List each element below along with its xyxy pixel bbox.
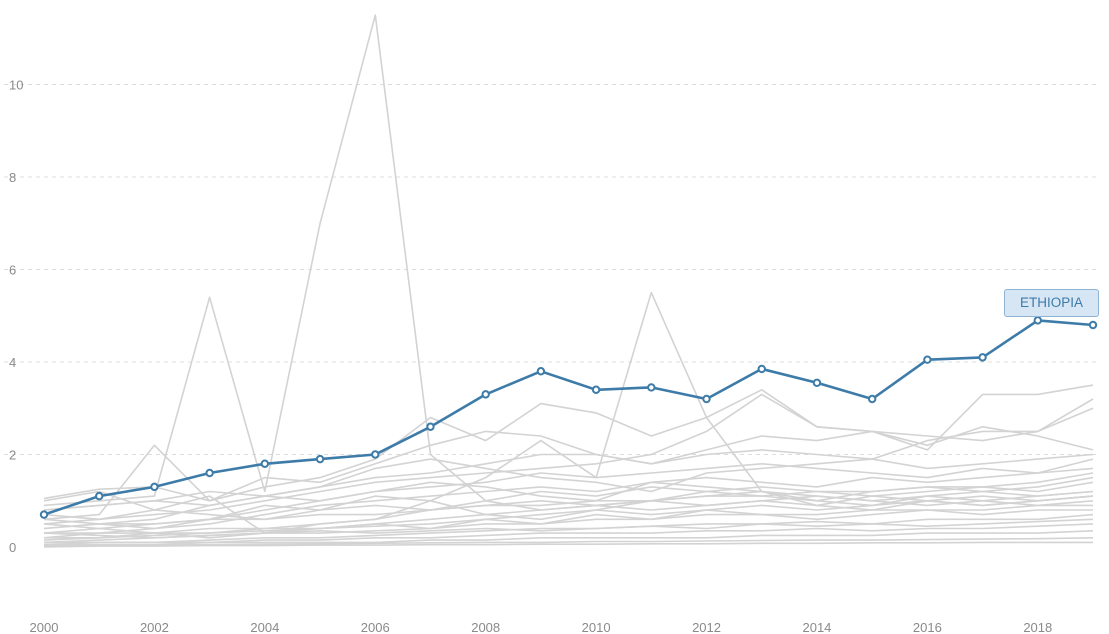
y-tick-label: 10 <box>9 78 23 93</box>
highlight-series-group <box>39 316 1098 519</box>
background-series-line <box>43 393 1094 525</box>
y-tick-label: 2 <box>9 448 16 463</box>
ethiopia-data-point[interactable] <box>150 482 159 492</box>
ethiopia-data-point[interactable] <box>536 367 546 376</box>
ethiopia-data-point[interactable] <box>1088 320 1098 330</box>
x-tick-label: 2006 <box>361 620 390 634</box>
background-series-line <box>43 384 1094 502</box>
background-series-line <box>44 481 1094 534</box>
ethiopia-data-point[interactable] <box>371 450 380 459</box>
ethiopia-data-point[interactable] <box>39 510 49 519</box>
background-series-group <box>43 14 1094 548</box>
grid-lines <box>4 84 1100 455</box>
ethiopia-data-point[interactable] <box>315 454 325 464</box>
background-series-line <box>43 518 1094 539</box>
y-tick-label: 0 <box>9 540 16 555</box>
ethiopia-data-point[interactable] <box>812 378 822 388</box>
background-series-line <box>43 481 1094 511</box>
ethiopia-data-point[interactable] <box>647 383 656 392</box>
x-tick-label: 2016 <box>913 620 942 634</box>
y-axis-ticks: 0 2 4 6 8 10 <box>9 78 23 556</box>
background-series-line <box>43 541 1093 548</box>
x-tick-label: 2008 <box>471 620 500 634</box>
ethiopia-data-point[interactable] <box>260 459 270 468</box>
background-series-line <box>43 509 1093 539</box>
background-series-line <box>44 530 1094 546</box>
ethiopia-data-point[interactable] <box>757 364 766 374</box>
y-tick-label: 8 <box>9 170 16 185</box>
ethiopia-data-point[interactable] <box>481 390 490 399</box>
background-series-line <box>43 472 1094 530</box>
x-tick-label: 2004 <box>250 620 279 634</box>
background-series-line <box>43 495 1094 541</box>
ethiopia-data-point[interactable] <box>205 468 214 478</box>
ethiopia-data-point[interactable] <box>923 355 932 364</box>
ethiopia-data-point[interactable] <box>426 422 435 431</box>
ethiopia-data-point[interactable] <box>867 394 877 404</box>
background-series-line <box>43 14 1094 511</box>
x-tick-label: 2010 <box>582 620 611 634</box>
y-tick-label: 4 <box>9 355 16 370</box>
x-tick-label: 2012 <box>692 620 721 634</box>
series-label-tag[interactable]: ETHIOPIA <box>1004 289 1099 317</box>
ethiopia-series-line[interactable] <box>43 319 1094 516</box>
background-series-line <box>43 398 1094 511</box>
x-axis-ticks: 2000 2002 2004 2006 2008 2010 2012 2014 2016 2018 <box>30 620 1053 634</box>
ethiopia-data-point[interactable] <box>95 491 104 501</box>
y-tick-label: 6 <box>9 263 16 278</box>
ethiopia-data-point[interactable] <box>978 353 987 362</box>
x-tick-label: 2002 <box>140 620 169 634</box>
background-series-line <box>43 467 1094 539</box>
x-tick-label: 2018 <box>1023 620 1052 634</box>
background-series-line <box>43 537 1094 547</box>
x-tick-label: 2000 <box>30 620 59 634</box>
background-series-line <box>43 513 1094 546</box>
ethiopia-data-point[interactable] <box>591 385 601 394</box>
ethiopia-data-point[interactable] <box>702 394 711 404</box>
ethiopia-data-point[interactable] <box>1033 316 1042 325</box>
x-tick-label: 2014 <box>802 620 831 634</box>
